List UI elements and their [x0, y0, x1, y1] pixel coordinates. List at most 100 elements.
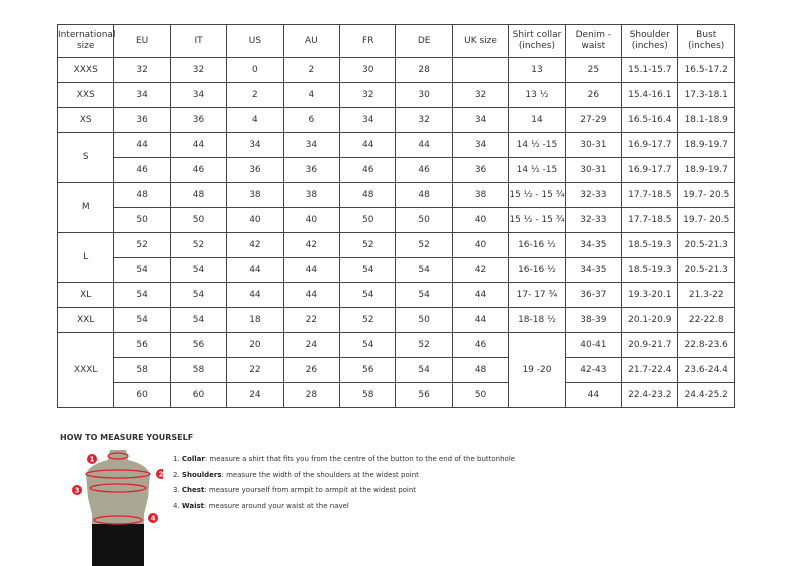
- table-cell: 44: [451, 282, 510, 308]
- table-cell: 18.1-18.9: [677, 107, 735, 133]
- table-cell: 48: [169, 182, 228, 208]
- step-chest: 3. Chest: measure yourself from armpit t…: [173, 486, 417, 494]
- table-row: XS 36 36 4 6 34 32 34 14 27-29 16.5-16.4 18.1-18.9: [56, 107, 735, 133]
- table-cell: 40: [451, 207, 510, 233]
- table-cell: 34: [113, 82, 171, 108]
- column-header: IT: [169, 24, 228, 58]
- table-cell: 32: [113, 57, 171, 83]
- table-row: 60 60 24 28 58 56 50 44 22.4-23.2 24.4-25.2: [58, 382, 735, 408]
- table-cell: 2: [282, 57, 341, 83]
- table-cell: 20.9-21.7: [621, 332, 679, 358]
- table-cell: 18-18 ½: [508, 307, 566, 333]
- table-cell: 18.5-19.3: [621, 257, 679, 283]
- table-cell: 58: [113, 357, 171, 383]
- table-cell: 58: [169, 357, 228, 383]
- marker-2-label: 2: [159, 471, 163, 479]
- table-cell: 40-41: [564, 332, 623, 358]
- table-cell: 44: [113, 132, 171, 158]
- table-cell: 44: [226, 257, 284, 283]
- table-cell: 30: [339, 57, 397, 83]
- table-cell: 54: [113, 282, 171, 308]
- table-cell: 50: [169, 207, 228, 233]
- measure-steps-list: 1. Collar: measure a shirt that fits you…: [173, 452, 515, 514]
- table-cell: 25: [564, 57, 623, 83]
- table-cell: 18.5-19.3: [621, 232, 679, 258]
- table-cell: 16.5-17.2: [677, 57, 735, 83]
- table-cell: 52: [395, 332, 453, 358]
- table-row: 50 50 40 40 50 50 40 15 ½ - 15 ¾ 32-33 17.7-18.5 1…: [58, 207, 735, 233]
- marker-4: [148, 513, 158, 523]
- table-cell: 56: [169, 332, 228, 358]
- column-header: UK size: [451, 24, 510, 58]
- table-cell: 48: [339, 182, 397, 208]
- table-cell: 32: [395, 107, 453, 133]
- how-to-measure-title: HOW TO MEASURE YOURSELF: [60, 433, 194, 442]
- table-row: XL 54 54 44 44 54 54 44 17- 17 ¾ 36-37 19.3-20.1 21…: [56, 282, 735, 308]
- table-cell: 16.9-17.7: [621, 157, 679, 183]
- table-cell: 20: [226, 332, 284, 358]
- table-cell: 40: [226, 207, 284, 233]
- international-size-cell: XXS: [56, 82, 115, 108]
- table-cell: 54: [339, 282, 397, 308]
- international-size-cell: XL: [56, 282, 115, 308]
- table-cell: 4: [282, 82, 341, 108]
- table-cell: 44: [282, 282, 341, 308]
- table-row: XXL 54 54 18 22 52 50 44 18-18 ½ 38-39 20.1-20.9 22…: [56, 307, 735, 333]
- table-cell: 54: [395, 257, 453, 283]
- table-cell: 32: [451, 82, 510, 108]
- table-cell: 32-33: [564, 182, 623, 208]
- table-cell: 26: [282, 357, 341, 383]
- marker-2: [156, 469, 163, 479]
- table-cell: 60: [169, 382, 228, 408]
- step-waist: 4. Waist: measure around your waist at t…: [173, 501, 349, 510]
- marker-3-label: 3: [75, 487, 80, 495]
- table-cell: 6: [282, 107, 341, 133]
- table-cell: 20.1-20.9: [621, 307, 679, 333]
- table-cell: 32: [169, 57, 228, 83]
- table-cell: 36: [226, 157, 284, 183]
- table-row: 46 46 36 36 46 46 36 14 ½ -15 30-31 16.9-17.7 18.9…: [58, 157, 735, 183]
- table-cell: [451, 57, 510, 83]
- table-cell: 50: [339, 207, 397, 233]
- table-cell: 15.4-16.1: [621, 82, 679, 108]
- table-cell: 32: [339, 82, 397, 108]
- table-cell: 28: [282, 382, 341, 408]
- table-cell: 44: [451, 307, 510, 333]
- table-row: S 44 44 34 34 44 44 34 14 ½ -15 30-31 16.9-17.7 18.…: [56, 132, 735, 183]
- column-header: FR: [339, 24, 397, 58]
- table-cell: 50: [395, 307, 453, 333]
- table-cell: 54: [395, 282, 453, 308]
- international-size-cell: S: [56, 132, 115, 183]
- table-cell: 14 ½ -15: [508, 132, 566, 158]
- table-cell: 30: [395, 82, 453, 108]
- table-cell: 58: [339, 382, 397, 408]
- table-cell: 36: [169, 107, 228, 133]
- table-cell: 54: [113, 257, 171, 283]
- table-cell: 19 -20: [508, 332, 566, 408]
- table-cell: 46: [169, 157, 228, 183]
- step-shoulders: 2. Shoulders: measure the width of the s…: [173, 470, 419, 479]
- table-cell: 22.4-23.2: [621, 382, 679, 408]
- table-cell: 52: [339, 307, 397, 333]
- table-cell: 46: [451, 332, 510, 358]
- table-cell: 32-33: [564, 207, 623, 233]
- table-cell: 34-35: [564, 232, 623, 258]
- table-row: 58 58 22 26 56 54 48 42-43 21.7-22.4 23.6-24.4: [58, 357, 735, 383]
- column-header: Denim - waist: [564, 24, 623, 58]
- table-cell: 22.8-23.6: [677, 332, 735, 358]
- column-header: International size: [56, 24, 115, 58]
- table-cell: 15 ½ - 15 ¾: [508, 182, 566, 208]
- table-cell: 28: [395, 57, 453, 83]
- table-cell: 13: [508, 57, 566, 83]
- table-cell: 50: [451, 382, 510, 408]
- table-cell: 34: [282, 132, 341, 158]
- table-cell: 16-16 ½: [508, 257, 566, 283]
- table-cell: 54: [169, 307, 228, 333]
- table-cell: 36-37: [564, 282, 623, 308]
- table-cell: 22: [282, 307, 341, 333]
- table-cell: 18.9-19.7: [677, 157, 735, 183]
- table-cell: 17- 17 ¾: [508, 282, 566, 308]
- column-header: US: [226, 24, 284, 58]
- table-cell: 38: [226, 182, 284, 208]
- table-cell: 21.7-22.4: [621, 357, 679, 383]
